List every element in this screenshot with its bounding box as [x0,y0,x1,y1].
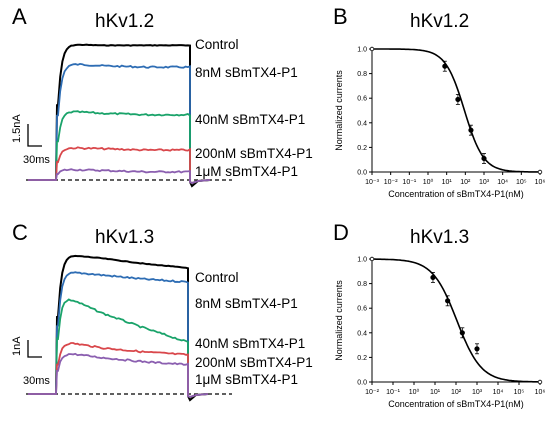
panel-title-d: hKv1.3 [410,227,469,248]
panel-title-b: hKv1.2 [410,11,469,32]
trace-label-8nm-sbmtx4-p1: 8nM sBmTX4-P1 [195,296,298,311]
y-tick-label: 0.8 [357,71,367,78]
trace-200nm-sbmtx4-p1 [28,342,209,398]
panel-d: D hKv1.3 0.0 0.2 0.4 0.6 0.8 1.0 10⁻² 10⁻¹ 10⁰ 10… [333,220,545,409]
y-tick-label: 0.4 [357,330,367,337]
y-axis-label: Normalized currents [334,70,344,151]
y-tick-label: 1.0 [357,47,367,54]
trace-label-control: Control [195,37,239,52]
data-point [474,346,480,352]
data-point [442,63,448,69]
data-point [468,127,474,133]
data-point [369,46,375,52]
data-point [537,379,543,385]
y-axis-label: Normalized currents [334,280,344,361]
data-point [430,274,436,281]
trace-label-1-m-sbmtx4-p1: 1μM sBmTX4-P1 [195,164,298,179]
dose-response-plot-b: 0.0 0.2 0.4 0.6 0.8 1.0 10⁻³ 10⁻² 10⁻¹ 10⁰ 10¹ 10² 1… [334,47,545,200]
y-tick-label: 0.6 [357,96,367,103]
trace-label-40nm-sbmtx4-p1: 40nM sBmTX4-P1 [195,112,305,127]
y-tick-label: 0.2 [357,355,367,362]
y-tick-label: 1.0 [357,257,367,264]
traces-a: Control 8nM sBmTX4-P1 40nM sBmTX4-P1 200nM … [26,37,313,188]
scale-time-c: 30ms [23,375,50,387]
x-tick-label: 10² [451,389,462,396]
trace-label-200nm-sbmtx4-p1: 200nM sBmTX4-P1 [195,146,313,161]
scale-time-a: 30ms [23,154,50,166]
fit-curve [372,258,540,383]
scale-bar-lines-a [27,124,42,147]
scale-current-c: 1nA [11,336,23,356]
y-tick-label: 0.4 [357,120,367,127]
x-tick-label: 10⁶ [535,389,546,396]
trace-40nm-sbmtx4-p1 [28,298,209,398]
panel-letter-c: C [12,220,28,245]
panel-c: C hKv1.3 Control 8nM sBmTX4-P1 40nM sBmTX4… [11,220,313,402]
x-tick-label: 10⁻³ [365,179,379,186]
x-axis-label: Concentration of sBmTX4-P1(nM) [388,189,524,199]
x-tick-label: 10³ [479,179,490,186]
y-tick-label: 0.8 [357,281,367,288]
trace-label-40nm-sbmtx4-p1: 40nM sBmTX4-P1 [195,336,305,351]
panel-b: B hKv1.2 0.0 0.2 0.4 0.6 0.8 1.0 10⁻³ 10⁻² 10⁻¹ 1… [333,4,545,199]
trace-1-m-sbmtx4-p1 [28,168,211,184]
x-tick-label: 10³ [472,389,483,396]
panel-letter-d: D [333,220,349,245]
x-tick-label: 10¹ [430,389,441,396]
data-point [455,96,461,103]
trace-8nm-sbmtx4-p1 [28,62,211,184]
trace-control [28,43,211,188]
fit-curve [372,48,541,173]
data-point [445,298,451,304]
trace-label-8nm-sbmtx4-p1: 8nM sBmTX4-P1 [195,65,298,80]
y-tick-label: 0.6 [357,306,367,313]
trace-label-1-m-sbmtx4-p1: 1μM sBmTX4-P1 [195,372,298,387]
panel-title-c: hKv1.3 [95,227,154,248]
scale-current-a: 1.5nA [11,114,23,143]
x-tick-label: 10⁵ [516,179,527,186]
x-tick-label: 10⁻¹ [386,389,400,396]
trace-control [28,254,209,402]
x-tick-label: 10⁻¹ [402,179,416,186]
scale-bar-lines-c [27,340,42,358]
x-tick-label: 10⁶ [535,179,546,186]
data-point [537,169,543,175]
trace-label-control: Control [195,270,239,285]
scale-bar-a: 1.5nA 30ms [11,114,50,166]
trace-8nm-sbmtx4-p1 [28,271,209,398]
x-axis-label: Concentration of sBmTX4-P1(nM) [388,399,524,409]
panel-letter-b: B [333,4,348,29]
dose-response-plot-d: 0.0 0.2 0.4 0.6 0.8 1.0 10⁻² 10⁻¹ 10⁰ 10¹ 10² 10³ 10… [334,257,545,410]
trace-label-200nm-sbmtx4-p1: 200nM sBmTX4-P1 [195,355,313,370]
trace-200nm-sbmtx4-p1 [28,146,211,184]
x-tick-label: 10⁰ [423,178,434,186]
y-tick-label: 0.0 [357,170,367,177]
trace-40nm-sbmtx4-p1 [28,110,211,184]
scale-bar-c: 1nA 30ms [11,336,50,387]
x-tick-label: 10¹ [442,179,453,186]
y-tick-label: 0.0 [357,380,367,387]
x-tick-label: 10⁴ [493,389,504,396]
x-tick-label: 10⁵ [514,389,525,396]
x-tick-label: 10⁴ [497,179,508,186]
x-tick-label: 10⁰ [409,388,420,396]
traces-c: Control 8nM sBmTX4-P1 40nM sBmTX4-P1 200nM … [26,254,313,402]
x-tick-label: 10⁻² [384,179,398,186]
data-point [481,155,487,162]
x-tick-label: 10⁻² [365,389,379,396]
data-point [459,330,465,336]
panel-letter-a: A [12,4,27,29]
y-tick-label: 0.2 [357,145,367,152]
panel-title-a: hKv1.2 [95,11,154,32]
data-point [369,256,375,262]
trace-1-m-sbmtx4-p1 [28,352,209,398]
x-tick-label: 10² [460,179,471,186]
panel-a: A hKv1.2 Control 8nM sBmTX4-P1 40nM sBmTX4… [11,4,313,188]
